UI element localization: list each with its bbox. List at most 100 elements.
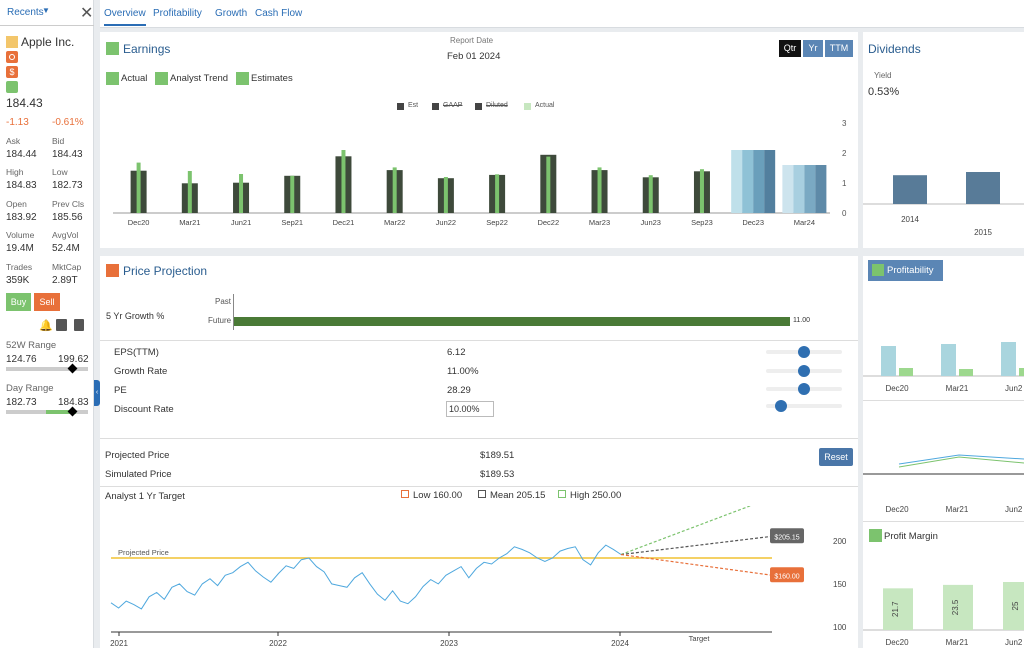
divider	[863, 400, 1024, 401]
actual-bar	[239, 174, 244, 213]
estimate-bar	[753, 150, 765, 213]
legend-gaap-swatch	[432, 103, 439, 110]
chevron-down-icon: ▼	[42, 6, 50, 15]
legend-est: Est	[408, 102, 419, 109]
pe-label: PE	[114, 385, 127, 396]
profitability-bar	[959, 369, 973, 376]
eps-slider[interactable]	[766, 346, 842, 358]
growth-label: 5 Yr Growth %	[106, 311, 165, 321]
x-tick-label: 2021	[110, 639, 128, 648]
tab-profitability[interactable]: Profitability	[153, 8, 202, 19]
range52-bar	[6, 363, 88, 374]
company-logo-icon	[6, 36, 18, 48]
estimate-bar	[742, 150, 754, 213]
tab-cash-flow[interactable]: Cash Flow	[255, 8, 303, 19]
estimates-check-label: Estimates	[251, 73, 293, 84]
y-tick-label: 1	[842, 179, 847, 188]
profit-margin-color-icon	[869, 529, 882, 542]
buy-button[interactable]: Buy	[6, 293, 31, 311]
tab-overview[interactable]: Overview	[104, 8, 146, 26]
price-projection-title: Price Projection	[123, 264, 208, 278]
stat-value: 184.43	[52, 149, 83, 160]
simulated-price-value: $189.53	[480, 469, 515, 480]
earnings-title: Earnings	[123, 42, 171, 56]
collapse-sidebar-handle[interactable]: ‹	[94, 380, 100, 406]
x-tick-label: Mar24	[794, 218, 815, 227]
profitability-button[interactable]: Profitability	[868, 260, 943, 281]
x-tick-label: Jun2	[1005, 384, 1023, 393]
recents-dropdown[interactable]: Recents ▼ ✕	[0, 0, 94, 26]
discount-rate-slider-knob[interactable]	[775, 400, 788, 412]
reset-button[interactable]: Reset	[819, 448, 853, 466]
x-tick-label: Dec22	[537, 218, 559, 227]
estimate-bar	[731, 150, 743, 213]
profitability-line	[898, 456, 1024, 468]
profitability-panel: Profitability Dec20 Mar21 Jun2 Dec20 Mar21 Ju…	[863, 256, 1024, 648]
growth-rate-slider-knob[interactable]	[798, 365, 810, 377]
circle-icon[interactable]	[6, 51, 18, 63]
pe-slider[interactable]	[766, 383, 842, 395]
dividends-chart: 2014 2015	[863, 172, 1024, 237]
discount-rate-slider[interactable]	[766, 400, 842, 412]
chart-icon[interactable]	[6, 81, 18, 93]
target-axis-label: Target	[689, 634, 711, 643]
eps-slider-knob[interactable]	[798, 346, 810, 358]
profitability-chart: Dec20 Mar21 Jun2 Dec20 Mar21 Jun2	[863, 342, 1024, 514]
profitability-button-label: Profitability	[887, 265, 934, 276]
discount-rate-input[interactable]	[446, 401, 494, 417]
dayrange-bar	[6, 406, 88, 417]
stat-label: AvgVol	[52, 230, 79, 240]
pe-slider-knob[interactable]	[798, 383, 810, 395]
estimate-bar	[804, 165, 816, 213]
growth-rate-value: 11.00%	[447, 366, 479, 377]
high-target-checkbox[interactable]	[558, 490, 566, 498]
estimate-bar	[764, 150, 776, 213]
recents-label: Recents	[7, 7, 44, 18]
company-name: Apple Inc.	[21, 35, 75, 49]
estimate-bar	[793, 165, 805, 213]
report-date: Feb 01 2024	[447, 51, 501, 62]
yield-value: 0.53%	[868, 86, 900, 98]
divider	[100, 486, 858, 487]
x-tick-label: Jun23	[641, 218, 661, 227]
analyst-target-chart: 2021202220232024Target100150200250Projec…	[110, 506, 847, 648]
estimate-bar	[782, 165, 794, 213]
toggle-yr[interactable]: Yr	[803, 40, 823, 57]
close-icon[interactable]: ✕	[80, 5, 94, 22]
stat-label: Low	[52, 167, 68, 177]
actual-checkbox[interactable]	[106, 72, 119, 85]
projected-price-label: Projected Price	[105, 450, 170, 461]
dollar-icon[interactable]: $	[6, 66, 18, 78]
sell-button[interactable]: Sell	[34, 293, 60, 311]
export-icon[interactable]	[56, 319, 67, 331]
alert-bell-icon[interactable]: 🔔	[39, 320, 53, 332]
low-target-tag	[770, 567, 804, 583]
x-tick-label: Mar23	[589, 218, 610, 227]
stat-value: 183.92	[6, 212, 37, 223]
toggle-ttm[interactable]: TTM	[825, 40, 853, 57]
actual-bar	[136, 162, 141, 213]
price-history-line	[110, 544, 622, 610]
estimates-checkbox[interactable]	[236, 72, 249, 85]
x-tick-label: 2022	[269, 639, 287, 648]
eps-label: EPS(TTM)	[114, 347, 159, 358]
stat-value: 359K	[6, 275, 30, 286]
low-target-text: Low 160.00	[413, 490, 463, 501]
toggle-qtr[interactable]: Qtr	[779, 40, 801, 57]
growth-rate-slider[interactable]	[766, 365, 842, 377]
profitability-bar	[899, 368, 913, 376]
notebook-icon[interactable]	[74, 319, 84, 331]
profitability-color-icon	[872, 264, 884, 276]
mean-target-checkbox[interactable]	[478, 490, 486, 498]
x-tick-label: Sep23	[691, 218, 713, 227]
discount-rate-label: Discount Rate	[114, 404, 174, 415]
legend-est-swatch	[397, 103, 404, 110]
analyst-trend-checkbox[interactable]	[155, 72, 168, 85]
profitability-bar	[1001, 342, 1016, 376]
profitability-bar	[941, 344, 956, 376]
tab-growth[interactable]: Growth	[215, 8, 248, 19]
projected-price-chart-label: Projected Price	[118, 548, 169, 557]
legend-actual-swatch	[524, 103, 531, 110]
stat-value: 184.44	[6, 149, 37, 160]
low-target-checkbox[interactable]	[401, 490, 409, 498]
